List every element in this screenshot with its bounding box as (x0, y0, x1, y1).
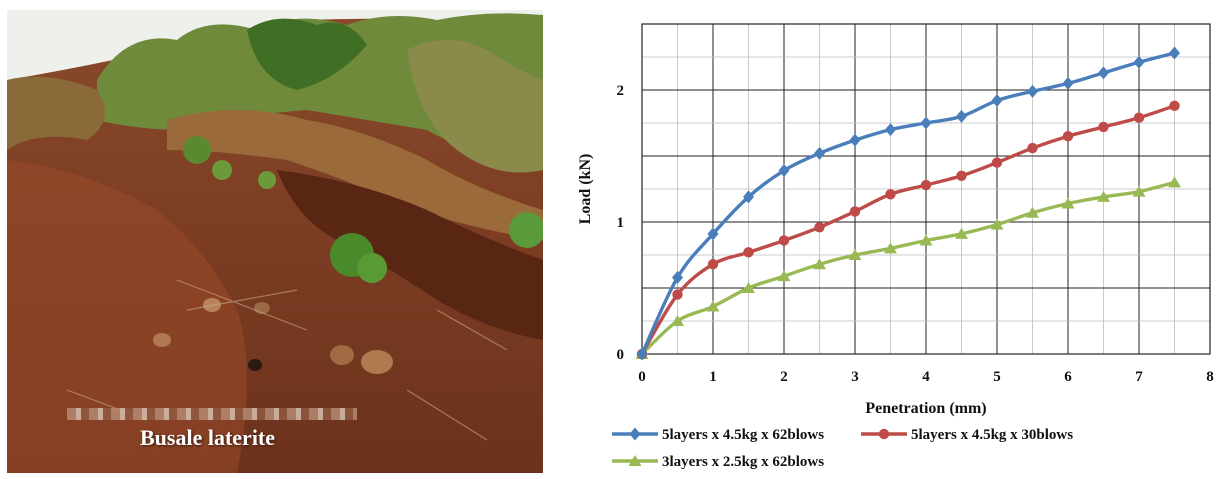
y-tick-label: 1 (617, 215, 625, 231)
data-point-series-3 (955, 227, 968, 239)
data-point-series-2 (1133, 112, 1145, 123)
data-point-series-1 (991, 94, 1003, 108)
data-point-series-3 (777, 270, 791, 282)
legend-label-1: 5layers x 4.5kg x 62blows (662, 427, 824, 443)
data-point-series-2 (778, 235, 790, 246)
data-point-series-2 (1062, 131, 1074, 142)
data-point-series-3 (1168, 176, 1181, 188)
data-point-series-1 (672, 270, 683, 284)
data-point-series-3 (1026, 206, 1039, 218)
legend-marker-2 (878, 428, 890, 440)
data-point-series-2 (672, 289, 683, 300)
plot-frame (641, 23, 1211, 355)
data-point-series-2 (991, 157, 1003, 168)
x-tick-label: 2 (780, 369, 788, 385)
x-tick-label: 6 (1064, 369, 1072, 385)
legend-label-2: 5layers x 4.5kg x 30blows (911, 427, 1073, 443)
data-point-series-3 (671, 315, 684, 326)
data-point-series-2 (1098, 121, 1109, 133)
data-point-series-1 (1098, 66, 1109, 80)
data-point-series-3 (1061, 197, 1075, 209)
data-point-series-3 (742, 282, 755, 293)
data-point-series-1 (636, 347, 648, 361)
y-tick-label: 2 (617, 83, 625, 99)
data-point-series-3 (706, 300, 720, 312)
x-tick-label: 8 (1206, 369, 1214, 385)
x-tick-label: 7 (1135, 369, 1143, 385)
data-point-series-1 (707, 227, 719, 241)
series-line-2 (640, 104, 1176, 355)
legend-marker-3 (628, 455, 642, 466)
x-tick-label: 0 (638, 369, 646, 385)
data-point-series-1 (920, 116, 932, 130)
photo-caption: Busale laterite (140, 425, 276, 450)
data-point-series-3 (919, 234, 933, 246)
data-point-series-3 (884, 242, 897, 254)
data-point-series-2 (1027, 142, 1038, 154)
data-point-series-1 (1027, 84, 1038, 98)
data-point-series-3 (848, 249, 862, 260)
chart-legend: 5layers x 4.5kg x 62blows 5layers x 4.5kg… (612, 427, 1073, 470)
data-point-series-1 (849, 133, 861, 147)
data-point-series-1 (956, 109, 967, 123)
data-point-series-3 (813, 258, 826, 270)
data-point-series-1 (1133, 55, 1145, 69)
data-point-series-2 (814, 222, 825, 233)
data-point-series-1 (778, 164, 790, 178)
x-tick-label: 5 (993, 369, 1001, 385)
data-point-series-1 (743, 190, 754, 204)
data-point-series-2 (849, 206, 861, 217)
tick-labels: 0 1 2 3 4 5 6 7 8 0 1 2 (617, 83, 1214, 385)
y-axis-title: Load (kN) (577, 154, 594, 225)
x-tick-label: 3 (851, 369, 859, 385)
data-point-series-1 (1169, 46, 1180, 60)
data-point-series-2 (956, 170, 967, 181)
data-point-series-2 (707, 259, 719, 270)
data-point-series-3 (1097, 190, 1110, 202)
data-point-series-1 (1062, 76, 1074, 90)
legend-label-3: 3layers x 2.5kg x 62blows (662, 454, 824, 470)
data-point-series-1 (885, 123, 896, 137)
data-point-series-2 (743, 247, 754, 258)
x-tick-label: 4 (922, 369, 930, 385)
data-point-series-3 (990, 218, 1004, 230)
laterite-photo: Busale laterite (7, 10, 543, 473)
y-tick-label: 0 (617, 347, 625, 363)
series-line-3 (640, 180, 1175, 356)
data-point-series-1 (814, 146, 825, 160)
series-line-1 (640, 51, 1175, 355)
series-lines (635, 46, 1181, 361)
x-tick-label: 1 (709, 369, 717, 385)
laterite-photo-drawing (7, 10, 543, 473)
caption-background-strip (67, 408, 357, 420)
legend-marker-1 (629, 427, 641, 441)
data-point-series-2 (885, 189, 896, 200)
x-axis-title: Penetration (mm) (865, 400, 986, 417)
data-point-series-2 (920, 179, 932, 191)
data-point-series-2 (1169, 100, 1180, 112)
data-point-series-3 (1132, 185, 1146, 197)
